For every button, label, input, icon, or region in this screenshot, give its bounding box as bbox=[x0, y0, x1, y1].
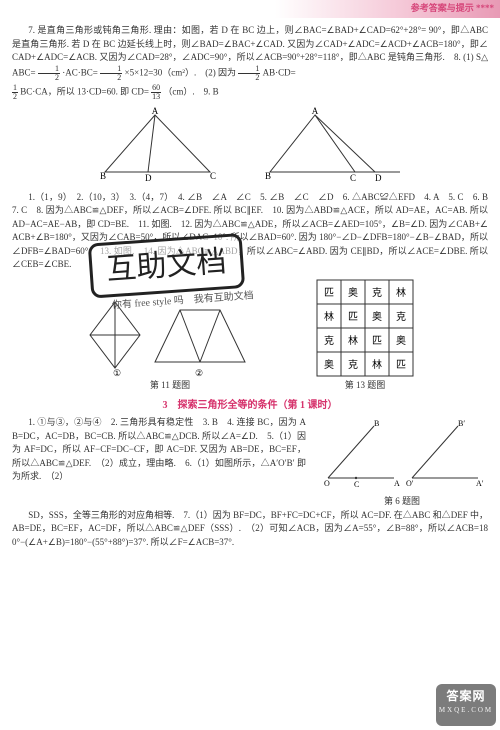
svg-text:C: C bbox=[354, 480, 359, 489]
fig13-grid: 匹 奥 克 林 林 匹 奥 克 克 林 匹 奥 奥 克 林 匹 bbox=[315, 278, 415, 378]
svg-text:林: 林 bbox=[324, 310, 334, 323]
svg-text:A′: A′ bbox=[476, 479, 484, 488]
block3-flex: 1. ①与③，②与④ 2. 三角形具有稳定性 3. B 4. 连接 BC，因为 … bbox=[12, 416, 488, 509]
svg-text:B: B bbox=[100, 171, 106, 181]
triangle-fig-2: A B C D bbox=[260, 107, 410, 187]
svg-text:②: ② bbox=[195, 368, 203, 378]
svg-text:林: 林 bbox=[396, 286, 406, 299]
svg-text:奥: 奥 bbox=[348, 286, 358, 299]
svg-text:奥: 奥 bbox=[372, 310, 382, 323]
svg-text:奥: 奥 bbox=[396, 334, 406, 347]
svg-text:C: C bbox=[350, 173, 356, 183]
svg-text:O: O bbox=[324, 479, 330, 488]
svg-text:林: 林 bbox=[348, 334, 358, 347]
svg-text:克: 克 bbox=[396, 311, 406, 323]
fig6-svg: B O C A B′ O′ A′ bbox=[316, 416, 486, 494]
svg-text:B: B bbox=[265, 171, 271, 181]
header-bar: 参考答案与提示 **** bbox=[0, 0, 500, 18]
fig6-wrap: B O C A B′ O′ A′ 第 6 题图 bbox=[316, 416, 488, 509]
bottom-watermark: 答案网 MXQE.COM bbox=[436, 684, 496, 726]
frac-half-1: 12 bbox=[38, 65, 60, 82]
svg-text:奥: 奥 bbox=[324, 358, 334, 371]
frac-half-4: 12 bbox=[12, 84, 18, 101]
svg-text:O′: O′ bbox=[406, 479, 414, 488]
svg-text:匹: 匹 bbox=[348, 312, 358, 323]
frac-half-2: 12 bbox=[100, 65, 122, 82]
caption-6: 第 6 题图 bbox=[316, 495, 488, 509]
svg-text:匹: 匹 bbox=[396, 360, 406, 371]
svg-text:B: B bbox=[374, 419, 379, 428]
svg-text:克: 克 bbox=[324, 335, 334, 347]
caption-11: 第 11 题图 bbox=[85, 379, 255, 393]
svg-text:匹: 匹 bbox=[324, 288, 334, 299]
caption-13: 第 13 题图 bbox=[315, 379, 415, 393]
svg-text:C: C bbox=[210, 171, 216, 181]
figure-row-1: A B C D A B C D bbox=[12, 107, 488, 187]
triangle-fig-1: A B C D bbox=[90, 107, 220, 187]
svg-text:D: D bbox=[145, 173, 152, 183]
t1d: AB·CD= bbox=[263, 67, 296, 77]
fig11-svg: ① ② bbox=[85, 292, 255, 378]
figure-row-2: ① ② 第 11 题图 匹 奥 克 林 林 匹 奥 克 bbox=[12, 278, 488, 393]
frac-half-3: 12 bbox=[238, 65, 260, 82]
para-block4: SD，SSS，全等三角形的对应角相等. 7.（1）因为 BF=DC，BF+FC=… bbox=[12, 509, 488, 550]
svg-text:林: 林 bbox=[372, 358, 382, 371]
t1c: ×5×12=30（cm²）. (2) 因为 bbox=[125, 67, 236, 77]
svg-text:克: 克 bbox=[348, 359, 358, 371]
page-content: 7. 是直角三角形或钝角三角形. 理由：如图，若 D 在 BC 边上，则∠BAC… bbox=[0, 18, 500, 549]
t5: SD，SSS，全等三角形的对应角相等. 7.（1）因为 BF=DC，BF+FC=… bbox=[12, 510, 488, 547]
t1b: ·AC·BC= bbox=[62, 67, 98, 77]
fig11-wrap: ① ② 第 11 题图 bbox=[85, 292, 255, 393]
fig13-wrap: 匹 奥 克 林 林 匹 奥 克 克 林 匹 奥 奥 克 林 匹 第 13 题图 bbox=[315, 278, 415, 393]
svg-text:D: D bbox=[375, 173, 382, 183]
svg-text:B′: B′ bbox=[458, 419, 465, 428]
header-title: 参考答案与提示 **** bbox=[411, 2, 494, 16]
svg-text:匹: 匹 bbox=[372, 336, 382, 347]
para-block2: 1.（1，9） 2.（10，3） 3.（4，7） 4. ∠B ∠A ∠C 5. … bbox=[12, 191, 488, 272]
t4: 1. ①与③，②与④ 2. 三角形具有稳定性 3. B 4. 连接 BC，因为 … bbox=[12, 417, 306, 481]
svg-text:A: A bbox=[394, 479, 400, 488]
para-block3: 1. ①与③，②与④ 2. 三角形具有稳定性 3. B 4. 连接 BC，因为 … bbox=[12, 416, 306, 484]
para-7-8: 7. 是直角三角形或钝角三角形. 理由：如图，若 D 在 BC 边上，则∠BAC… bbox=[12, 24, 488, 82]
section-title-red: 3 探索三角形全等的条件（第 1 课时） bbox=[12, 398, 488, 413]
botmark-l1: 答案网 bbox=[436, 687, 496, 705]
svg-text:克: 克 bbox=[372, 287, 382, 299]
frac-60-13: 6013 bbox=[151, 84, 161, 101]
t3: 1.（1，9） 2.（10，3） 3.（4，7） 4. ∠B ∠A ∠C 5. … bbox=[12, 192, 497, 270]
botmark-l2: MXQE.COM bbox=[436, 705, 496, 716]
para-8c: 12 BC·CA，所以 13·CD=60. 即 CD= 6013 （cm）. 9… bbox=[12, 84, 488, 101]
t2a: BC·CA，所以 13·CD=60. 即 CD= bbox=[20, 86, 149, 96]
svg-text:①: ① bbox=[113, 368, 121, 378]
svg-text:A: A bbox=[312, 107, 319, 116]
t2b: （cm）. 9. B bbox=[163, 86, 218, 96]
svg-text:A: A bbox=[152, 107, 159, 116]
